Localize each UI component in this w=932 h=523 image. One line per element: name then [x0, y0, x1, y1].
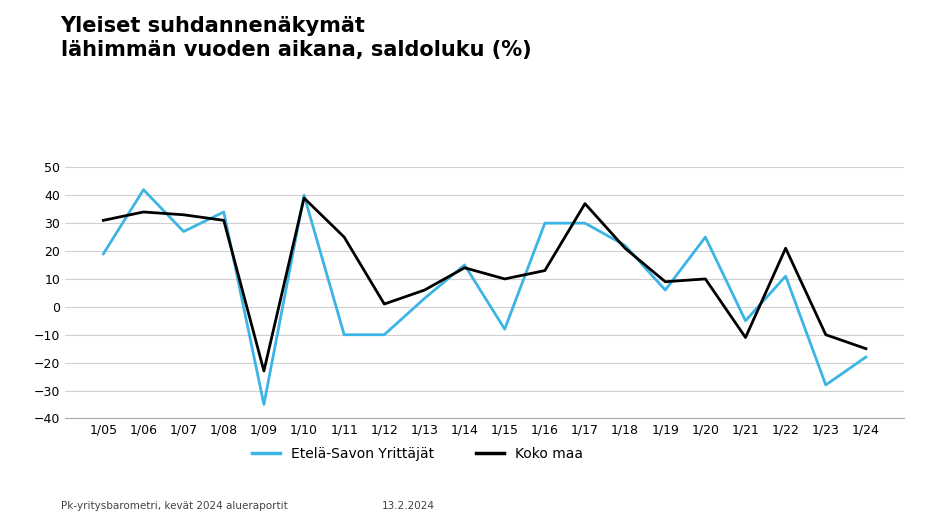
- Koko maa: [298, 195, 309, 201]
- Koko maa: [378, 301, 390, 307]
- Koko maa: [580, 200, 591, 207]
- Etelä-Savon Yrittäjät: [378, 332, 390, 338]
- Koko maa: [860, 346, 871, 352]
- Legend: Etelä-Savon Yrittäjät, Koko maa: Etelä-Savon Yrittäjät, Koko maa: [247, 441, 588, 467]
- Koko maa: [700, 276, 711, 282]
- Koko maa: [178, 212, 189, 218]
- Koko maa: [620, 245, 631, 252]
- Etelä-Savon Yrittäjät: [820, 382, 831, 388]
- Line: Etelä-Savon Yrittäjät: Etelä-Savon Yrittäjät: [103, 190, 866, 404]
- Koko maa: [780, 245, 791, 252]
- Etelä-Savon Yrittäjät: [298, 192, 309, 198]
- Text: 13.2.2024: 13.2.2024: [382, 502, 435, 511]
- Etelä-Savon Yrittäjät: [418, 295, 430, 302]
- Koko maa: [660, 279, 671, 285]
- Etelä-Savon Yrittäjät: [860, 354, 871, 360]
- Koko maa: [138, 209, 149, 215]
- Text: Yleiset suhdannenäkymät
lähimmän vuoden aikana, saldoluku (%): Yleiset suhdannenäkymät lähimmän vuoden …: [61, 16, 531, 61]
- Etelä-Savon Yrittäjät: [620, 242, 631, 248]
- Koko maa: [98, 217, 109, 223]
- Koko maa: [459, 265, 470, 271]
- Etelä-Savon Yrittäjät: [580, 220, 591, 226]
- Koko maa: [500, 276, 511, 282]
- Koko maa: [740, 334, 751, 340]
- Koko maa: [540, 267, 551, 274]
- Etelä-Savon Yrittäjät: [459, 262, 470, 268]
- Etelä-Savon Yrittäjät: [338, 332, 350, 338]
- Etelä-Savon Yrittäjät: [98, 251, 109, 257]
- Etelä-Savon Yrittäjät: [258, 401, 269, 407]
- Etelä-Savon Yrittäjät: [740, 317, 751, 324]
- Koko maa: [258, 368, 269, 374]
- Etelä-Savon Yrittäjät: [138, 187, 149, 193]
- Koko maa: [338, 234, 350, 240]
- Etelä-Savon Yrittäjät: [780, 273, 791, 279]
- Etelä-Savon Yrittäjät: [500, 326, 511, 332]
- Etelä-Savon Yrittäjät: [218, 209, 229, 215]
- Etelä-Savon Yrittäjät: [700, 234, 711, 240]
- Text: Pk-yritysbarometri, kevät 2024 alueraportit: Pk-yritysbarometri, kevät 2024 aluerapor…: [61, 502, 287, 511]
- Line: Koko maa: Koko maa: [103, 198, 866, 371]
- Etelä-Savon Yrittäjät: [540, 220, 551, 226]
- Koko maa: [418, 287, 430, 293]
- Etelä-Savon Yrittäjät: [178, 229, 189, 235]
- Etelä-Savon Yrittäjät: [660, 287, 671, 293]
- Koko maa: [218, 217, 229, 223]
- Koko maa: [820, 332, 831, 338]
